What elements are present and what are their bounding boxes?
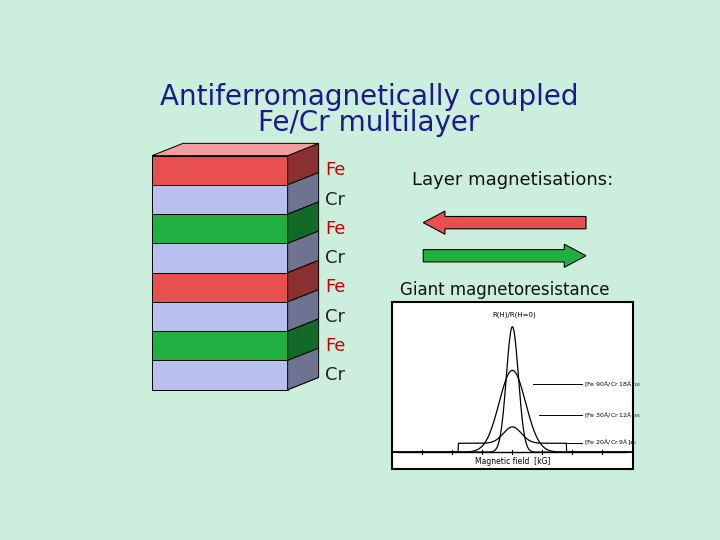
Polygon shape — [152, 244, 287, 273]
Polygon shape — [287, 319, 319, 361]
Polygon shape — [152, 143, 319, 156]
Text: Cr: Cr — [325, 308, 345, 326]
Polygon shape — [152, 331, 287, 361]
Text: [Fe 20Å/Cr 9Å]$_{40}$: [Fe 20Å/Cr 9Å]$_{40}$ — [585, 437, 637, 448]
Polygon shape — [287, 260, 319, 302]
Text: Fe: Fe — [325, 161, 345, 179]
Text: Antiferromagnetically coupled: Antiferromagnetically coupled — [160, 83, 578, 111]
Polygon shape — [152, 185, 287, 214]
Polygon shape — [152, 361, 287, 390]
Text: R(H)/R(H=0): R(H)/R(H=0) — [492, 311, 536, 318]
Polygon shape — [287, 289, 319, 331]
Polygon shape — [152, 377, 319, 390]
Polygon shape — [152, 156, 287, 185]
Polygon shape — [152, 273, 287, 302]
Text: Fe: Fe — [325, 337, 345, 355]
Polygon shape — [423, 211, 586, 234]
Text: Cr: Cr — [325, 249, 345, 267]
Text: Magnetic field  [kG]: Magnetic field [kG] — [474, 457, 550, 466]
Text: Layer magnetisations:: Layer magnetisations: — [412, 171, 613, 190]
Polygon shape — [287, 173, 319, 214]
Text: Cr: Cr — [325, 366, 345, 384]
Polygon shape — [152, 214, 287, 244]
Text: Giant magnetoresistance: Giant magnetoresistance — [400, 281, 609, 299]
Polygon shape — [287, 202, 319, 244]
Text: Fe: Fe — [325, 220, 345, 238]
Polygon shape — [423, 244, 586, 267]
Text: [Fe 30Å/Cr 12Å]$_{35}$: [Fe 30Å/Cr 12Å]$_{35}$ — [585, 410, 642, 420]
Polygon shape — [287, 143, 319, 185]
Text: Fe: Fe — [325, 278, 345, 296]
Polygon shape — [287, 231, 319, 273]
Bar — [392, 302, 632, 469]
Text: Cr: Cr — [325, 191, 345, 208]
Text: Fe/Cr multilayer: Fe/Cr multilayer — [258, 109, 480, 137]
Polygon shape — [287, 348, 319, 390]
Polygon shape — [152, 302, 287, 331]
Text: [Fe 90Å/Cr 18Å]$_{30}$: [Fe 90Å/Cr 18Å]$_{30}$ — [585, 379, 642, 389]
